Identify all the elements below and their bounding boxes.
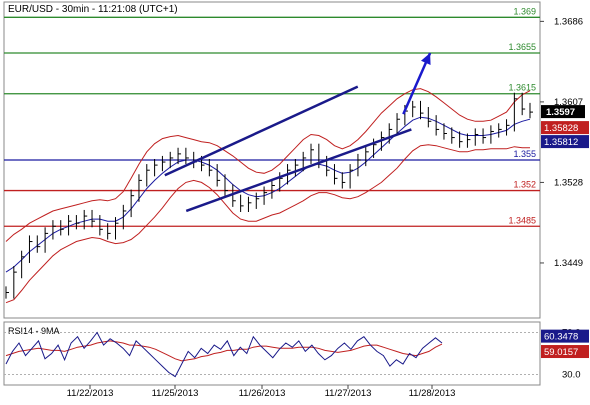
rsi-label: RSI14 - 9MA <box>8 326 60 336</box>
last-price-box <box>541 105 585 119</box>
level-label: 1.3485 <box>508 215 536 225</box>
rsi-value-label: 60.3478 <box>544 332 578 343</box>
band-value-label: 1.35828 <box>544 123 578 134</box>
x-axis: 11/22/2013 11/25/2013 11/26/2013 11/27/2013… <box>67 385 456 399</box>
y-tick-label: 1.3528 <box>554 177 583 188</box>
x-tick-label: 11/22/2013 <box>67 388 114 399</box>
bollinger-bands <box>5 88 531 304</box>
trend-channel-upper <box>164 85 359 177</box>
moving-average <box>5 116 531 273</box>
level-label: 1.352 <box>513 180 536 190</box>
level-label: 1.3655 <box>508 42 536 52</box>
trend-channel-lower <box>185 128 412 213</box>
price-series <box>5 92 533 299</box>
x-tick-label: 11/27/2013 <box>325 388 372 399</box>
y-tick-label: 1.3686 <box>554 16 583 27</box>
x-tick-label: 11/25/2013 <box>152 388 199 399</box>
x-tick-label: 11/26/2013 <box>239 388 286 399</box>
bollinger-upper <box>5 88 531 242</box>
bollinger-lower <box>5 144 530 304</box>
price-y-axis: 1.3686 1.3607 1.3528 1.3449 1.3597 1.35828 1.3… <box>540 16 589 269</box>
last-price-label: 1.3597 <box>546 107 575 118</box>
forecast-arrow-head <box>421 52 431 65</box>
level-label: 1.3615 <box>508 83 536 93</box>
level-label: 1.355 <box>513 149 536 159</box>
chart-title: EUR/USD - 30min - 11:21:08 (UTC+1) <box>8 4 178 15</box>
rsi-value-box <box>541 345 589 359</box>
band-value-box <box>541 135 589 149</box>
level-label: 1.369 <box>513 6 536 16</box>
rsi-line <box>5 331 443 378</box>
rsi-y-tick-label: 30.0 <box>562 370 581 381</box>
rsi-value-label: 59.0157 <box>544 347 578 358</box>
y-tick-label: 1.3607 <box>554 97 583 108</box>
forecast-arrow <box>402 52 432 115</box>
y-tick-label: 1.3449 <box>554 258 583 269</box>
rsi-panel-frame <box>3 321 541 386</box>
forecast-arrow-shaft <box>402 52 432 115</box>
rsi-value-box <box>541 329 589 343</box>
x-tick-label: 11/28/2013 <box>409 388 456 399</box>
trend-channel <box>164 85 412 213</box>
band-value-box <box>541 121 589 135</box>
band-value-label: 1.35812 <box>544 137 578 148</box>
rsi-ma-line <box>5 340 443 362</box>
